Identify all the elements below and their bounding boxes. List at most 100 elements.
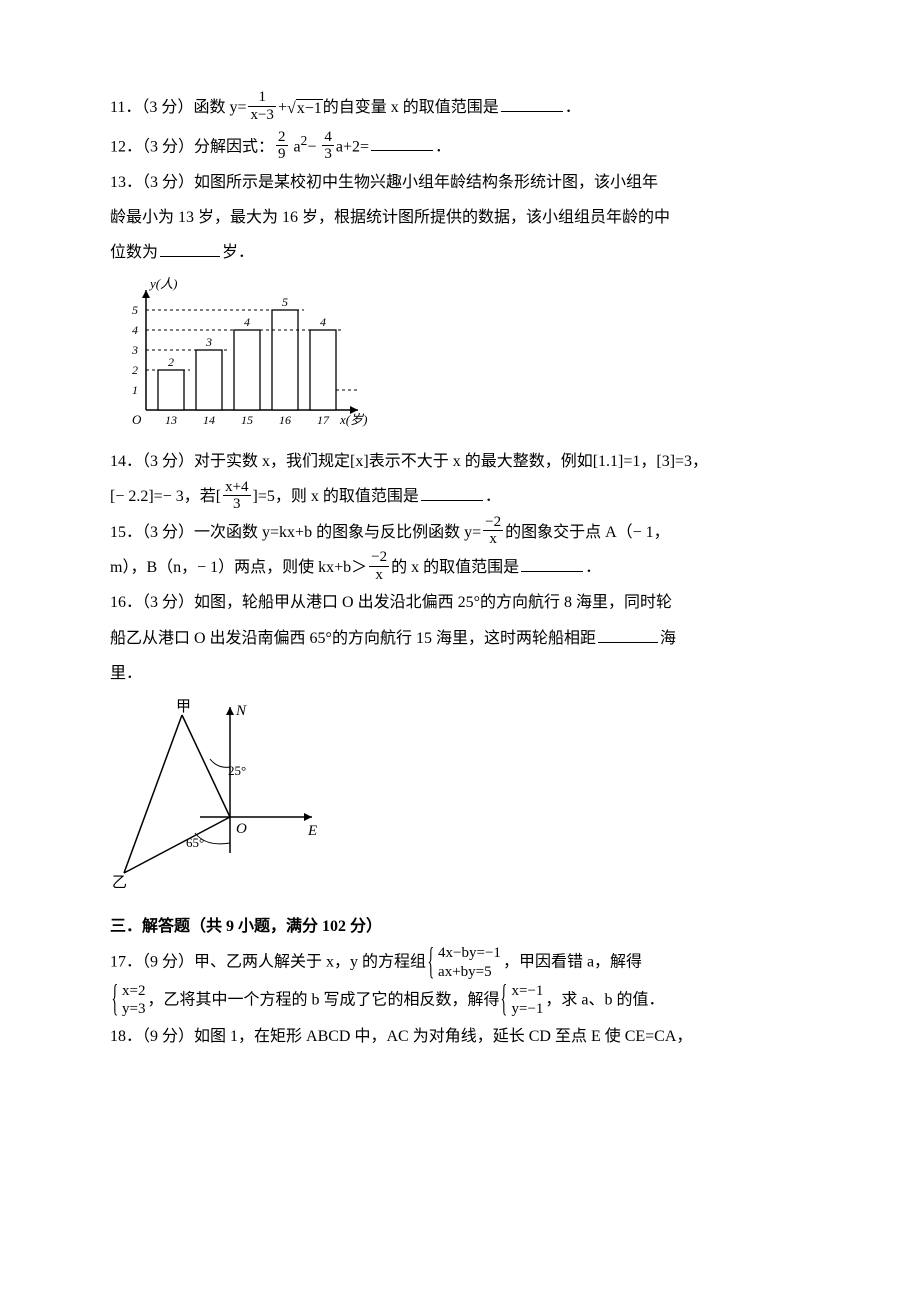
- question-11: 11．（3 分）函数 y=1x−3+√x−1的自变量 x 的取值范围是．: [110, 90, 810, 126]
- text: +: [278, 99, 287, 116]
- text: 船乙从港口 O 出发沿南偏西 65°的方向航行 15 海里，这时两轮船相距: [110, 630, 596, 647]
- section-3-title: 三．解答题（共 9 小题，满分 102 分）: [110, 909, 810, 944]
- text: ．: [485, 488, 501, 505]
- denominator: x: [369, 566, 389, 584]
- q-points: （3 分）: [142, 524, 194, 541]
- question-16-cont: 船乙从港口 O 出发沿南偏西 65°的方向航行 15 海里，这时两轮船相距 海: [110, 621, 810, 656]
- fraction: −2x: [483, 514, 503, 548]
- q-points: （9 分）: [142, 1028, 194, 1045]
- eq-row: y=3: [122, 1000, 145, 1019]
- text: 位数为: [110, 244, 158, 261]
- fraction: 1x−3: [248, 89, 275, 123]
- question-13-cont: 龄最小为 13 岁，最大为 16 岁，根据统计图所提供的数据，该小组组员年龄的中: [110, 200, 810, 235]
- text: ，甲因看错 a，解得: [503, 953, 642, 970]
- question-16: 16．（3 分）如图，轮船甲从港口 O 出发沿北偏西 25°的方向航行 8 海里…: [110, 585, 810, 620]
- svg-text:x(岁): x(岁): [339, 412, 367, 427]
- svg-text:25°: 25°: [228, 763, 246, 778]
- text: ，乙将其中一个方程的 b 写成了它的相反数，解得: [147, 991, 499, 1008]
- answer-blank: [371, 134, 433, 151]
- text: 海: [660, 630, 676, 647]
- q-points: （9 分）: [142, 953, 194, 970]
- text: 三．解答题（共 9 小题，满分 102 分）: [110, 918, 382, 935]
- q-points: （3 分）: [142, 174, 194, 191]
- answer-blank: [160, 240, 220, 257]
- svg-text:4: 4: [132, 323, 138, 337]
- svg-text:O: O: [236, 821, 247, 837]
- q-number: 14．: [110, 453, 142, 470]
- text: 甲、乙两人解关于 x，y 的方程组: [194, 953, 426, 970]
- svg-text:甲: 甲: [176, 699, 191, 715]
- text: 分解因式：: [194, 138, 274, 155]
- fraction: −2x: [369, 549, 389, 583]
- svg-text:3: 3: [131, 343, 138, 357]
- text: 如图所示是某校初中生物兴趣小组年龄结构条形统计图，该小组年: [194, 174, 658, 191]
- fraction: x+43: [223, 479, 250, 513]
- numerator: x+4: [223, 479, 250, 496]
- question-17-cont: x=2y=3，乙将其中一个方程的 b 写成了它的相反数，解得x=−1y=−1，求…: [110, 982, 810, 1020]
- numerator: 1: [248, 89, 275, 106]
- q-number: 16．: [110, 594, 142, 611]
- question-18: 18．（9 分）如图 1，在矩形 ABCD 中，AC 为对角线，延长 CD 至点…: [110, 1019, 810, 1054]
- q-points: （3 分）: [142, 453, 194, 470]
- svg-text:E: E: [307, 823, 317, 839]
- svg-text:y(人): y(人): [148, 276, 177, 291]
- answer-blank: [501, 95, 563, 112]
- denominator: 3: [322, 145, 334, 163]
- svg-text:14: 14: [203, 413, 215, 427]
- text: 对于实数 x，我们规定[x]表示不大于 x 的最大整数，例如[1.1]=1，[3…: [194, 453, 708, 470]
- bearing-diagram-svg: 甲乙NEO25°65°: [110, 697, 330, 897]
- svg-text:5: 5: [282, 295, 288, 309]
- text: ，求 a、b 的值．: [545, 991, 664, 1008]
- eq-row: ax+by=5: [438, 963, 501, 982]
- svg-text:1: 1: [132, 383, 138, 397]
- q-number: 12．: [110, 138, 142, 155]
- svg-text:15: 15: [241, 413, 253, 427]
- svg-text:乙: 乙: [112, 875, 127, 891]
- equation-system: x=−1y=−1: [501, 982, 543, 1020]
- q-points: （3 分）: [142, 594, 194, 611]
- text: a: [290, 138, 301, 155]
- text: 的图象交于点 A（− 1，: [505, 524, 670, 541]
- denominator: x: [483, 530, 503, 548]
- numerator: −2: [369, 549, 389, 566]
- question-15-cont: m），B（n，− 1）两点，则使 kx+b＞−2x的 x 的取值范围是．: [110, 550, 810, 585]
- denominator: x−3: [248, 106, 275, 124]
- text: 的 x 的取值范围是: [391, 559, 519, 576]
- svg-text:2: 2: [168, 355, 174, 369]
- text: 如图，轮船甲从港口 O 出发沿北偏西 25°的方向航行 8 海里，同时轮: [194, 594, 672, 611]
- text: a+2=: [336, 138, 369, 155]
- svg-text:17: 17: [317, 413, 330, 427]
- svg-text:2: 2: [132, 363, 138, 377]
- q-number: 17．: [110, 953, 142, 970]
- text: −: [307, 138, 320, 155]
- svg-text:13: 13: [165, 413, 177, 427]
- answer-blank: [421, 484, 483, 501]
- q-points: （3 分）: [141, 99, 193, 116]
- text: ．: [585, 559, 601, 576]
- text: 里．: [110, 665, 142, 682]
- bearing-diagram: 甲乙NEO25°65°: [110, 697, 810, 897]
- q-number: 11．: [110, 99, 141, 116]
- eq-row: 4x−by=−1: [438, 944, 501, 963]
- text: 的自变量 x 的取值范围是: [323, 99, 499, 116]
- question-17: 17．（9 分）甲、乙两人解关于 x，y 的方程组 4x−by=−1ax+by=5…: [110, 944, 810, 982]
- eq-row: y=−1: [511, 1000, 543, 1019]
- bar-chart-svg: 12345213314415516417y(人)x(岁)O: [110, 276, 370, 436]
- q-number: 18．: [110, 1028, 142, 1045]
- question-15: 15．（3 分）一次函数 y=kx+b 的图象与反比例函数 y=−2x的图象交于…: [110, 515, 810, 550]
- question-13-cont: 位数为岁．: [110, 235, 810, 270]
- bar-chart-figure: 12345213314415516417y(人)x(岁)O: [110, 276, 810, 436]
- denominator: 9: [276, 145, 288, 163]
- text: 函数 y=: [193, 99, 246, 116]
- text: 龄最小为 13 岁，最大为 16 岁，根据统计图所提供的数据，该小组组员年龄的中: [110, 209, 670, 226]
- equation-system: x=2y=3: [112, 982, 145, 1020]
- text: [− 2.2]=− 3，若[: [110, 488, 221, 505]
- svg-text:4: 4: [320, 315, 326, 329]
- eq-row: x=2: [122, 982, 145, 1001]
- numerator: 4: [322, 129, 334, 146]
- svg-text:65°: 65°: [186, 835, 204, 850]
- text: ．: [565, 99, 581, 116]
- denominator: 3: [223, 495, 250, 513]
- question-13: 13．（3 分）如图所示是某校初中生物兴趣小组年龄结构条形统计图，该小组年: [110, 165, 810, 200]
- eq-row: x=−1: [511, 982, 543, 1001]
